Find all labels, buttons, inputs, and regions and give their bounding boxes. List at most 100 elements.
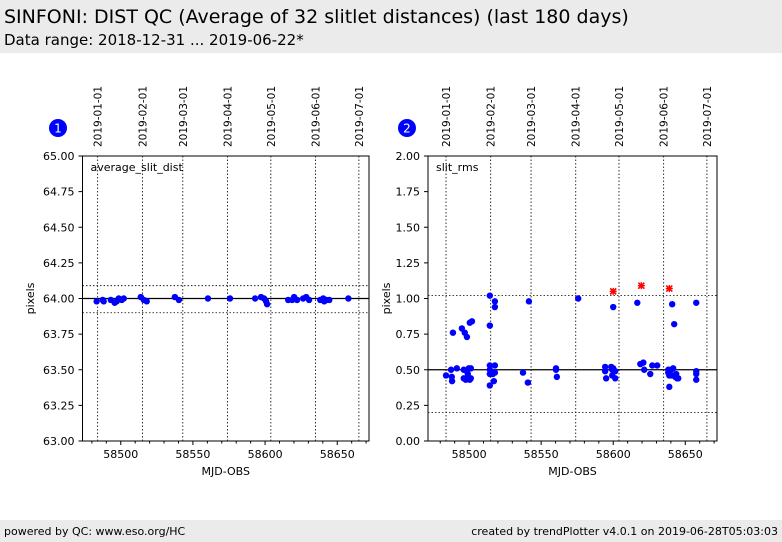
data-point [491, 303, 499, 311]
data-point [345, 295, 352, 302]
y-tick-label: 63.50 [43, 364, 75, 377]
x-tick-label: 58500 [452, 448, 487, 461]
outlier-point [609, 287, 617, 295]
data-point [519, 369, 527, 376]
y-tick-label: 1.25 [396, 257, 421, 270]
data-point [612, 375, 619, 382]
plot-frame [427, 155, 718, 442]
data-point [326, 296, 333, 304]
x-tick-label: 58650 [668, 448, 703, 461]
outlier-point [665, 284, 673, 293]
data-point [693, 370, 700, 378]
data-point [100, 298, 107, 305]
y-tick-label: 64.50 [43, 221, 75, 234]
date-tick-label: 2019-04-01 [571, 86, 583, 147]
footer: powered by QC: www.eso.org/HC created by… [0, 520, 782, 542]
data-point [93, 298, 100, 305]
data-point [491, 362, 499, 369]
panel-number-badge [398, 119, 416, 137]
data-point [204, 295, 212, 302]
data-point [263, 301, 271, 308]
x-tick-label: 58550 [175, 448, 210, 461]
data-point [120, 295, 127, 302]
x-tick-label: 58600 [596, 448, 631, 461]
data-point [486, 322, 494, 329]
x-tick-label: 58550 [524, 448, 559, 461]
data-point [251, 295, 259, 302]
y-tick-label: 1.75 [396, 186, 421, 199]
date-tick-label: 2019-05-01 [614, 86, 626, 147]
data-point [305, 296, 313, 304]
y-axis-label: pixels [380, 282, 393, 314]
panel-number-badge [49, 119, 67, 137]
chart-panel-1: 1 2019-01-01 2019-02-01 2019-03-01 2019-04-0… [24, 86, 370, 478]
data-point [641, 366, 648, 373]
panel-number-text: 2 [403, 122, 411, 136]
date-tick-label: 2019-07-01 [354, 86, 366, 147]
data-point [653, 362, 661, 369]
data-point [669, 365, 677, 372]
data-point [612, 367, 619, 375]
data-point [649, 362, 656, 369]
y-axis-label: pixels [24, 282, 37, 314]
data-point [491, 369, 499, 376]
y-tick-label: 63.25 [43, 399, 75, 412]
plots-area: 1 2019-01-01 2019-02-01 2019-03-01 2019-04-0… [24, 86, 718, 478]
data-point [525, 298, 533, 305]
date-tick-label: 2019-02-01 [137, 86, 149, 147]
data-point [670, 320, 678, 328]
footer-powered-by[interactable]: powered by QC: www.eso.org/HC [4, 525, 186, 538]
x-axis-label: MJD-OBS [548, 465, 596, 478]
data-point [447, 366, 455, 373]
panel-number-text: 1 [54, 122, 62, 136]
date-tick-label: 2019-06-01 [659, 86, 671, 147]
data-point [693, 299, 700, 306]
y-tick-label: 64.00 [43, 293, 75, 306]
data-point [293, 296, 301, 304]
data-point [491, 298, 499, 305]
data-point [552, 366, 560, 373]
data-point [467, 365, 475, 372]
y-tick-label: 0.75 [396, 328, 421, 341]
page-title: SINFONI: DIST QC (Average of 32 slitlet … [4, 6, 629, 28]
data-point [486, 382, 494, 389]
data-point [467, 375, 475, 382]
date-tick-label: 2019-03-01 [178, 86, 190, 147]
data-point [693, 376, 700, 383]
y-tick-label: 64.75 [43, 186, 75, 199]
date-tick-label: 2019-05-01 [266, 86, 278, 147]
y-tick-label: 1.00 [396, 293, 421, 306]
data-point [448, 377, 456, 385]
date-tick-label: 2019-04-01 [223, 86, 235, 147]
data-point [468, 318, 476, 325]
data-point [675, 375, 682, 382]
data-point [668, 301, 676, 308]
x-tick-label: 58600 [248, 448, 283, 461]
y-tick-label: 0.00 [396, 435, 421, 448]
date-tick-label: 2019-01-01 [441, 86, 453, 147]
y-tick-label: 2.00 [396, 150, 421, 163]
parameter-label: slit_rms [436, 161, 479, 174]
x-tick-label: 58500 [103, 448, 138, 461]
data-point [602, 375, 610, 382]
date-tick-label: 2019-01-01 [93, 86, 105, 147]
chart-panel-2: 2 2019-01-01 2019-02-01 2019-03-01 2019-04-0… [380, 86, 718, 478]
data-point [553, 373, 561, 381]
data-point [449, 329, 457, 336]
data-range-subtitle: Data range: 2018-12-31 ... 2019-06-22* [4, 31, 304, 49]
parameter-label: average_slit_dist [91, 161, 184, 174]
date-tick-label: 2019-06-01 [311, 86, 323, 147]
x-axis-label: MJD-OBS [202, 465, 250, 478]
data-point [610, 303, 617, 311]
data-point [490, 377, 498, 385]
outlier-point [637, 282, 645, 290]
data-point [524, 379, 532, 386]
y-tick-label: 65.00 [43, 150, 75, 163]
date-tick-label: 2019-07-01 [702, 86, 714, 147]
data-point [647, 370, 654, 378]
y-tick-label: 63.75 [43, 328, 75, 341]
y-tick-label: 0.50 [396, 364, 421, 377]
data-point [601, 367, 609, 375]
data-point [143, 298, 150, 305]
data-point [486, 292, 494, 299]
